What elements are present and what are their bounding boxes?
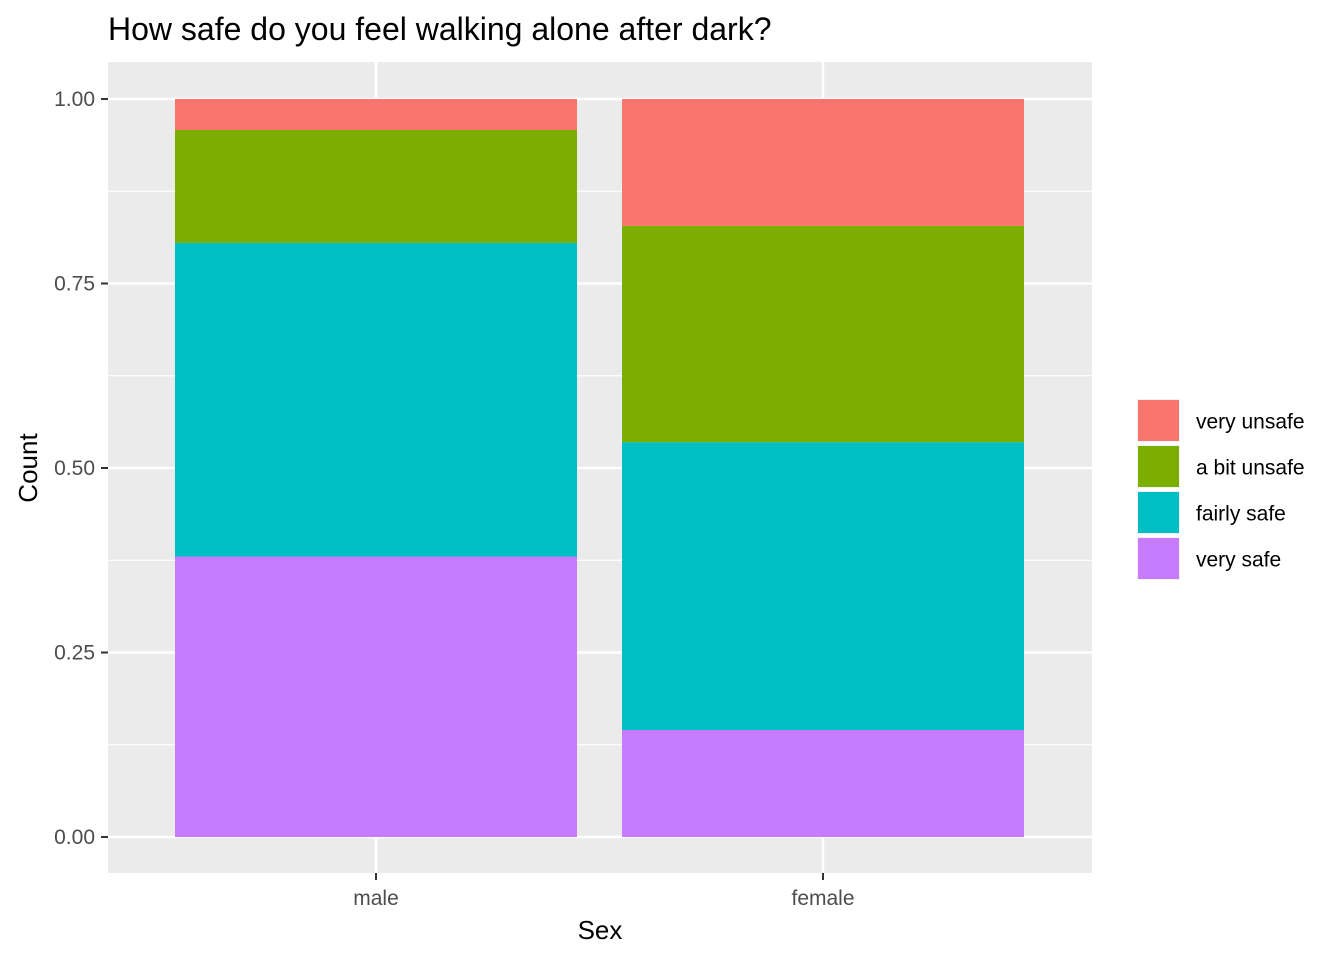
x-tick-label: female — [791, 887, 854, 910]
bar-segment-male-very-unsafe — [175, 99, 577, 130]
legend: very unsafe a bit unsafe fairly safe very s… — [1137, 399, 1305, 580]
legend-swatch — [1138, 446, 1179, 487]
bar-segment-male-very-safe — [175, 556, 577, 837]
legend-label: very unsafe — [1196, 411, 1305, 434]
bars — [175, 99, 1024, 837]
x-axis: male female — [353, 873, 855, 910]
y-axis: 0.00 0.25 0.50 0.75 1.00 — [54, 88, 108, 849]
y-tick-label: 1.00 — [54, 88, 95, 111]
x-tick-label: male — [353, 887, 399, 910]
legend-label: very safe — [1196, 549, 1281, 572]
y-tick-label: 0.75 — [54, 273, 95, 296]
chart-title: How safe do you feel walking alone after… — [108, 11, 772, 47]
bar-segment-male-fairly-safe — [175, 242, 577, 557]
bar-segment-female-very-safe — [622, 729, 1024, 837]
legend-swatch — [1138, 492, 1179, 533]
x-axis-title: Sex — [578, 915, 623, 945]
y-tick-label: 0.00 — [54, 826, 95, 849]
legend-label: a bit unsafe — [1196, 457, 1305, 480]
bar-segment-female-fairly-safe — [622, 442, 1024, 730]
legend-label: fairly safe — [1196, 503, 1286, 526]
bar-segment-male-a-bit-unsafe — [175, 129, 577, 243]
bar-segment-female-very-unsafe — [622, 99, 1024, 226]
y-axis-title: Count — [13, 433, 43, 503]
y-tick-label: 0.50 — [54, 457, 95, 480]
bar-segment-female-a-bit-unsafe — [622, 225, 1024, 443]
y-tick-label: 0.25 — [54, 642, 95, 665]
legend-swatch — [1138, 538, 1179, 579]
legend-swatch — [1138, 400, 1179, 441]
